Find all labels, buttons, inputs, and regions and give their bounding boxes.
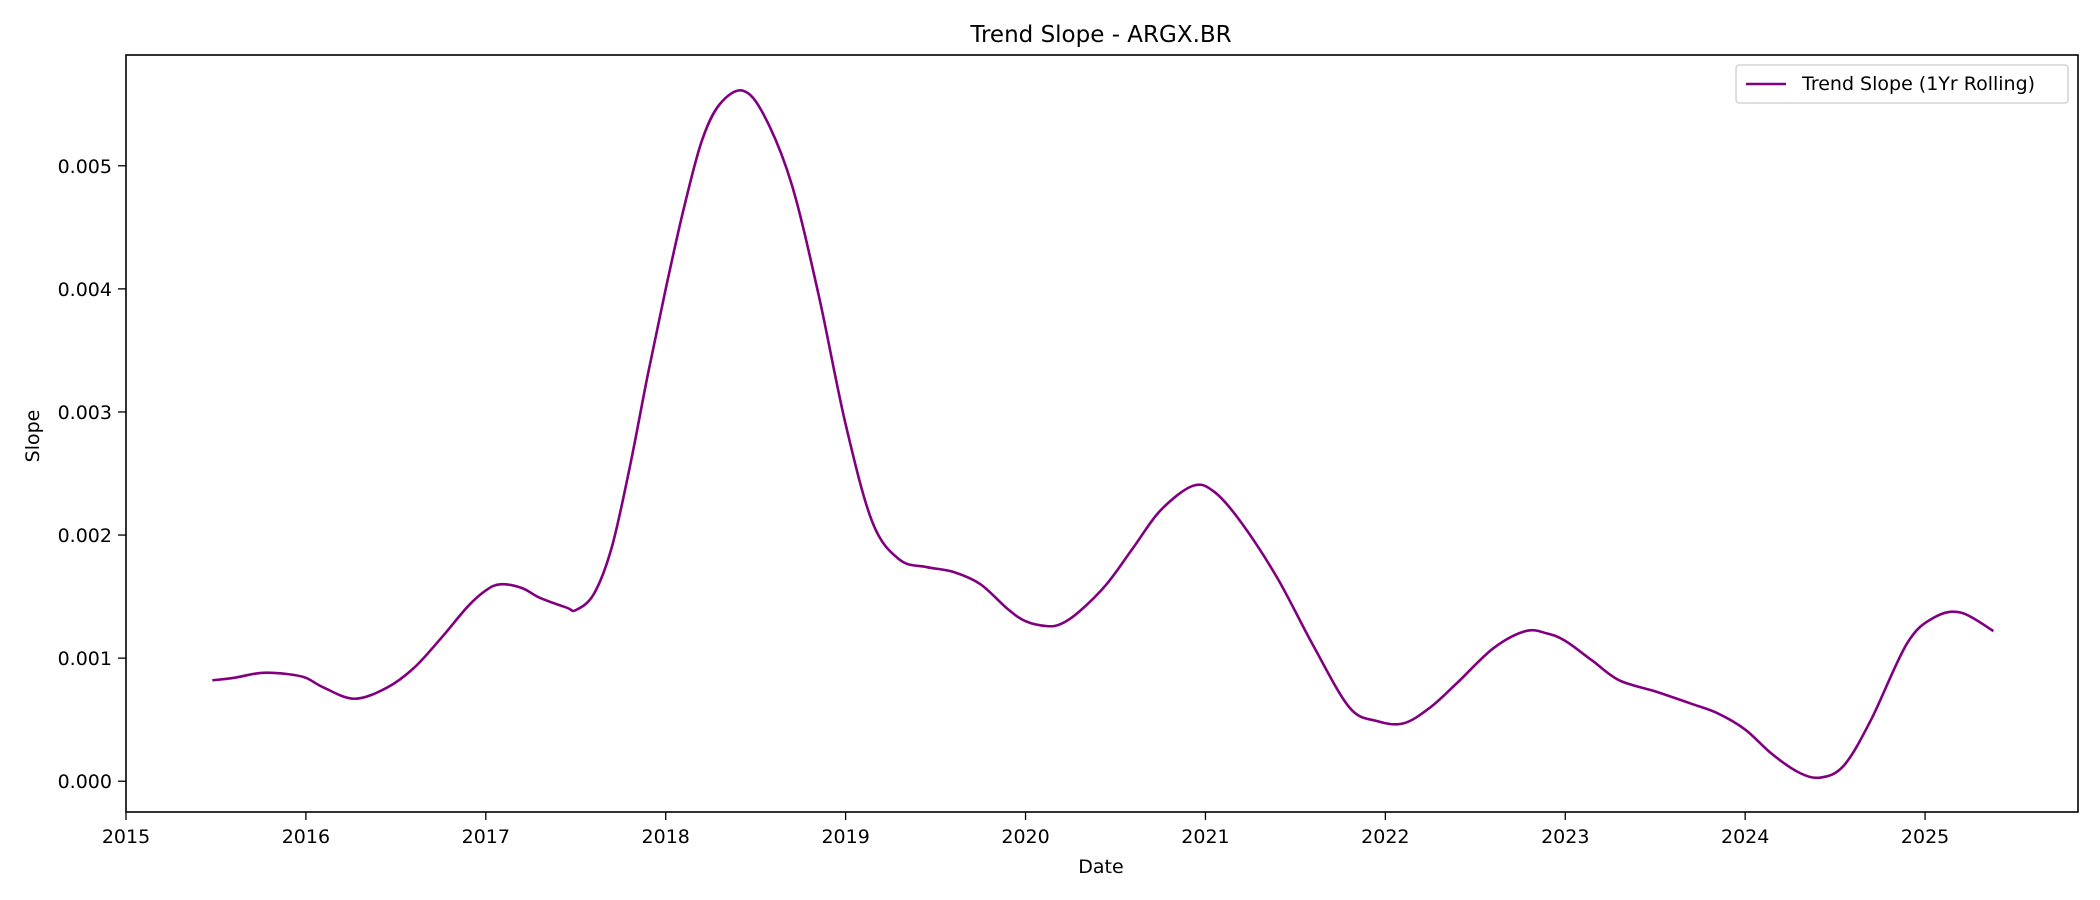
y-tick-label: 0.004	[58, 279, 112, 301]
legend-label: Trend Slope (1Yr Rolling)	[1801, 73, 2035, 95]
y-axis-title: Slope	[22, 410, 44, 463]
x-tick-label: 2016	[282, 826, 330, 848]
axes-frame	[125, 54, 2079, 813]
x-tick-label: 2020	[1001, 826, 1049, 848]
x-tick-label: 2022	[1361, 826, 1409, 848]
legend: Trend Slope (1Yr Rolling)	[1735, 64, 2069, 104]
y-axis: 0.000 0.001 0.002 0.003 0.004 0.005	[58, 156, 126, 793]
x-tick-label: 2015	[102, 826, 150, 848]
plot-area	[212, 89, 1995, 780]
y-tick-label: 0.000	[58, 771, 112, 793]
x-tick-label: 2024	[1721, 826, 1769, 848]
x-tick-label: 2025	[1901, 826, 1949, 848]
series-line-trend-slope	[212, 89, 1995, 780]
y-tick-label: 0.002	[58, 525, 112, 547]
x-tick-label: 2017	[462, 826, 510, 848]
x-tick-label: 2023	[1541, 826, 1589, 848]
x-axis-title: Date	[1078, 856, 1123, 878]
x-tick-label: 2021	[1181, 826, 1229, 848]
chart-title: Trend Slope - ARGX.BR	[969, 22, 1231, 48]
y-tick-label: 0.003	[58, 402, 112, 424]
x-tick-label: 2019	[821, 826, 869, 848]
y-tick-label: 0.005	[58, 156, 112, 178]
x-axis: 2015 2016 2017 2018 2019 2020 2021 2022 2023 2024…	[102, 812, 1949, 848]
legend-box	[1735, 64, 2069, 104]
x-tick-label: 2018	[642, 826, 690, 848]
y-tick-label: 0.001	[58, 648, 112, 670]
